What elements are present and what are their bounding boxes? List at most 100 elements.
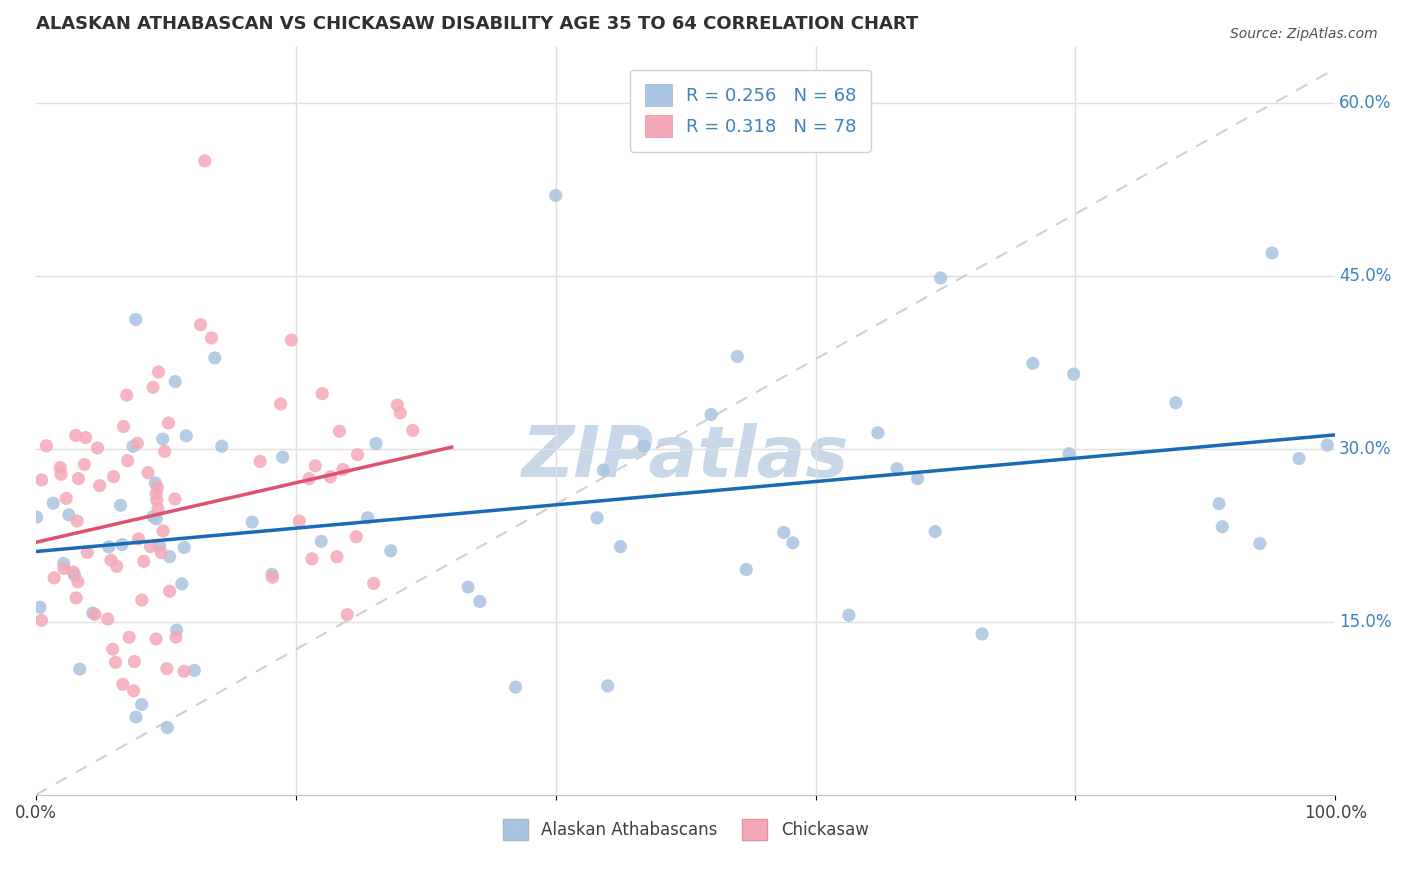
Point xyxy=(336,607,359,622)
Point xyxy=(387,398,409,412)
Point xyxy=(63,568,86,582)
Point xyxy=(82,606,104,620)
Point xyxy=(271,450,294,464)
Point xyxy=(111,677,134,691)
Text: 30.0%: 30.0% xyxy=(1339,440,1392,458)
Point xyxy=(838,608,860,623)
Point xyxy=(146,493,169,508)
Point xyxy=(260,567,283,582)
Point xyxy=(127,436,149,450)
Point xyxy=(389,406,412,420)
Point xyxy=(143,475,166,490)
Point xyxy=(592,463,614,477)
Point xyxy=(131,593,153,607)
Point xyxy=(122,683,145,698)
Point xyxy=(544,188,567,202)
Point xyxy=(146,502,169,516)
Point xyxy=(170,577,193,591)
Point xyxy=(103,469,125,483)
Text: 60.0%: 60.0% xyxy=(1339,95,1392,112)
Point xyxy=(700,408,723,422)
Point xyxy=(468,594,491,608)
Point xyxy=(67,472,90,486)
Point xyxy=(173,541,195,555)
Text: ZIPatlas: ZIPatlas xyxy=(522,423,849,492)
Point xyxy=(240,515,263,529)
Point xyxy=(633,439,655,453)
Point xyxy=(65,428,87,442)
Point xyxy=(311,386,333,401)
Point xyxy=(200,331,222,345)
Point xyxy=(1057,447,1080,461)
Point xyxy=(1316,438,1339,452)
Point xyxy=(97,540,120,554)
Point xyxy=(125,710,148,724)
Point xyxy=(152,432,174,446)
Point xyxy=(52,561,75,575)
Point xyxy=(97,612,120,626)
Point xyxy=(111,538,134,552)
Point xyxy=(165,630,187,644)
Point xyxy=(42,496,65,510)
Point xyxy=(159,584,181,599)
Point xyxy=(596,679,619,693)
Point xyxy=(288,514,311,528)
Point xyxy=(166,623,188,637)
Point xyxy=(1063,367,1085,381)
Text: Source: ZipAtlas.com: Source: ZipAtlas.com xyxy=(1230,27,1378,41)
Point xyxy=(380,544,402,558)
Point xyxy=(142,380,165,394)
Point xyxy=(75,431,97,445)
Point xyxy=(156,662,179,676)
Point xyxy=(505,680,527,694)
Point xyxy=(146,480,169,494)
Point xyxy=(586,511,609,525)
Point xyxy=(128,532,150,546)
Point xyxy=(174,429,197,443)
Point xyxy=(118,630,141,644)
Point xyxy=(122,439,145,453)
Legend: Alaskan Athabascans, Chickasaw: Alaskan Athabascans, Chickasaw xyxy=(496,813,875,847)
Point xyxy=(28,600,51,615)
Point xyxy=(204,351,226,365)
Point xyxy=(132,554,155,568)
Point xyxy=(194,153,217,168)
Point xyxy=(1288,451,1310,466)
Point xyxy=(31,473,53,487)
Point xyxy=(148,365,170,379)
Point xyxy=(159,549,181,564)
Point xyxy=(131,698,153,712)
Point xyxy=(364,436,387,450)
Point xyxy=(772,525,794,540)
Point xyxy=(270,397,292,411)
Point xyxy=(44,571,66,585)
Point xyxy=(69,662,91,676)
Text: 45.0%: 45.0% xyxy=(1339,267,1392,285)
Point xyxy=(55,491,77,506)
Point xyxy=(110,498,132,512)
Point xyxy=(262,570,284,584)
Point xyxy=(183,664,205,678)
Point xyxy=(924,524,946,539)
Point xyxy=(150,545,173,559)
Point xyxy=(311,534,333,549)
Point xyxy=(49,467,72,482)
Point xyxy=(866,425,889,440)
Point xyxy=(301,551,323,566)
Point xyxy=(344,530,367,544)
Point xyxy=(782,536,804,550)
Point xyxy=(190,318,212,332)
Point xyxy=(49,460,72,475)
Point xyxy=(1261,246,1284,260)
Point xyxy=(86,441,108,455)
Point xyxy=(139,540,162,554)
Point xyxy=(328,424,350,438)
Point xyxy=(249,454,271,468)
Point xyxy=(153,444,176,458)
Point xyxy=(125,312,148,326)
Point xyxy=(304,458,326,473)
Point xyxy=(886,461,908,475)
Point xyxy=(157,416,180,430)
Point xyxy=(970,627,993,641)
Point xyxy=(62,565,84,579)
